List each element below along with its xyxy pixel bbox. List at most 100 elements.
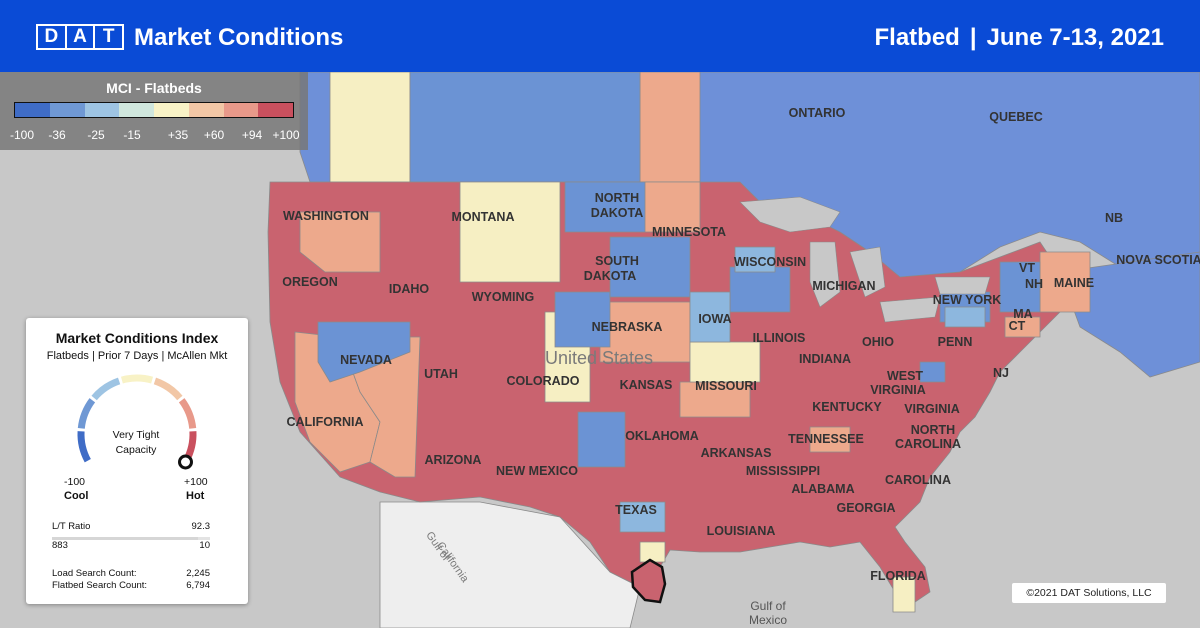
- load-search-label: Load Search Count:: [52, 568, 137, 579]
- legend-tick-5: +60: [203, 128, 225, 142]
- great-lakes: [739, 196, 991, 323]
- label-new-york: NEW YORK: [933, 293, 1002, 307]
- label-oregon: OREGON: [282, 275, 338, 289]
- label-tennessee: TENNESSEE: [788, 432, 864, 446]
- label-gulf-of-mexico-1: Gulf of: [750, 599, 786, 613]
- mcallen-highlight[interactable]: [630, 558, 667, 604]
- lt-ratio-label: L/T Ratio: [52, 521, 91, 532]
- label-utah: UTAH: [424, 367, 458, 381]
- gauge-segment-2: [91, 377, 121, 401]
- label-west-virginia-2: VIRGINIA: [870, 383, 926, 397]
- load-search-value: 2,245: [186, 568, 210, 579]
- label-california: CALIFORNIA: [286, 415, 363, 429]
- flatbed-search-value: 6,794: [186, 580, 210, 591]
- label-missouri: MISSOURI: [695, 379, 757, 393]
- equipment-type: Flatbed: [874, 24, 960, 51]
- gauge-min-value: -100: [64, 476, 86, 488]
- gauge-indicator: [178, 454, 193, 470]
- logo-letter-d: D: [44, 26, 59, 47]
- dat-logo: D A T: [36, 24, 124, 50]
- gauge-max-label: Hot: [186, 490, 205, 502]
- label-gulf-of-mexico-2: Mexico: [749, 613, 787, 627]
- label-louisiana: LOUISIANA: [707, 524, 776, 538]
- lt-ratio-value: 92.3: [191, 521, 211, 532]
- legend-swatch-0: [15, 103, 50, 117]
- label-south-carolina: CAROLINA: [885, 473, 951, 487]
- loads-count: 883: [52, 540, 68, 551]
- legend-tick-7: +100: [272, 128, 300, 142]
- region-canada-east: [1059, 251, 1200, 378]
- legend-title: MCI - Flatbeds: [106, 80, 202, 96]
- legend-swatch-5: [188, 103, 224, 117]
- label-wyoming: WYOMING: [472, 290, 535, 304]
- legend-swatch-2: [84, 103, 120, 117]
- label-south-dakota-2: DAKOTA: [584, 269, 637, 283]
- map-labels: ONTARIO QUEBEC NB NOVA SCOTIA WASHINGTON…: [282, 106, 1200, 627]
- us-market-map[interactable]: ONTARIO QUEBEC NB NOVA SCOTIA WASHINGTON…: [0, 72, 1200, 628]
- label-georgia: GEORGIA: [836, 501, 895, 515]
- region-tn-warm: [809, 426, 851, 453]
- region-wi-lightblue: [734, 246, 776, 273]
- loads-trucks-row: 883 10: [52, 540, 210, 551]
- gauge-segment-5: [178, 398, 197, 429]
- region-tx-lightblue: [619, 501, 666, 533]
- gauge-segment-1: [77, 398, 96, 429]
- region-tx-cool: [577, 411, 626, 468]
- region-mo-neutral: [689, 341, 761, 383]
- gauge-segment-0: [77, 431, 91, 463]
- label-nh: NH: [1025, 277, 1043, 291]
- label-texas: TEXAS: [615, 503, 657, 517]
- label-north-carolina-1: NORTH: [911, 423, 955, 437]
- label-penn: PENN: [938, 335, 973, 349]
- label-iowa: IOWA: [698, 312, 731, 326]
- label-new-mexico: NEW MEXICO: [496, 464, 578, 478]
- label-colorado: COLORADO: [507, 374, 580, 388]
- label-ontario: ONTARIO: [789, 106, 846, 120]
- label-idaho: IDAHO: [389, 282, 430, 296]
- legend-tick-6: +94: [241, 128, 263, 142]
- card-subtitle: Flatbeds | Prior 7 Days | McAllen Mkt: [46, 350, 228, 362]
- region-mt-neutral: [459, 181, 561, 283]
- legend-tick-4: +35: [167, 128, 189, 142]
- label-arizona: ARIZONA: [425, 453, 482, 467]
- label-nebraska: NEBRASKA: [592, 320, 663, 334]
- gauge-max-value: +100: [184, 476, 208, 488]
- label-united-states: United States: [545, 348, 653, 368]
- legend-tick-1: -36: [48, 128, 66, 142]
- region-ct-warm: [1004, 316, 1041, 338]
- legend-tick-3: -15: [123, 128, 141, 142]
- gauge-label-line-1: Very Tight: [112, 429, 160, 441]
- label-virginia: VIRGINIA: [904, 402, 960, 416]
- label-north-dakota-1: NORTH: [595, 191, 639, 205]
- logo-letter-a: A: [64, 26, 94, 48]
- label-south-dakota-1: SOUTH: [595, 254, 639, 268]
- label-minnesota: MINNESOTA: [652, 225, 726, 239]
- label-oklahoma: OKLAHOMA: [625, 429, 699, 443]
- label-north-carolina-2: CAROLINA: [895, 437, 961, 451]
- region-bc-warm: [639, 72, 701, 183]
- region-ne-states-cool: [999, 261, 1041, 313]
- label-ohio: OHIO: [862, 335, 894, 349]
- header-separator: |: [969, 24, 977, 51]
- region-tx-neutral: [639, 541, 666, 563]
- label-florida: FLORIDA: [870, 569, 926, 583]
- mci-gauge: [77, 374, 197, 470]
- label-west-virginia-1: WEST: [887, 369, 923, 383]
- label-nj: NJ: [993, 366, 1009, 380]
- legend-swatch-7: [258, 103, 293, 117]
- legend-swatch-3: [119, 103, 154, 117]
- label-nova-scotia: NOVA SCOTIA: [1116, 253, 1200, 267]
- region-ia-lightblue: [689, 291, 731, 343]
- region-ne-cool: [554, 291, 611, 348]
- label-wisconsin: WISCONSIN: [734, 255, 806, 269]
- gauge-segment-3: [120, 374, 154, 384]
- lt-ratio-row: L/T Ratio 92.3: [52, 521, 210, 532]
- flatbed-search-row: Flatbed Search Count: 6,794: [52, 580, 210, 591]
- legend-tick-2: -25: [87, 128, 105, 142]
- label-washington: WASHINGTON: [283, 209, 369, 223]
- label-quebec: QUEBEC: [989, 110, 1042, 124]
- logo-letter-t: T: [93, 26, 122, 48]
- gauge-min-label: Cool: [64, 490, 89, 502]
- header-right: Flatbed | June 7-13, 2021: [874, 24, 1164, 52]
- label-montana: MONTANA: [452, 210, 515, 224]
